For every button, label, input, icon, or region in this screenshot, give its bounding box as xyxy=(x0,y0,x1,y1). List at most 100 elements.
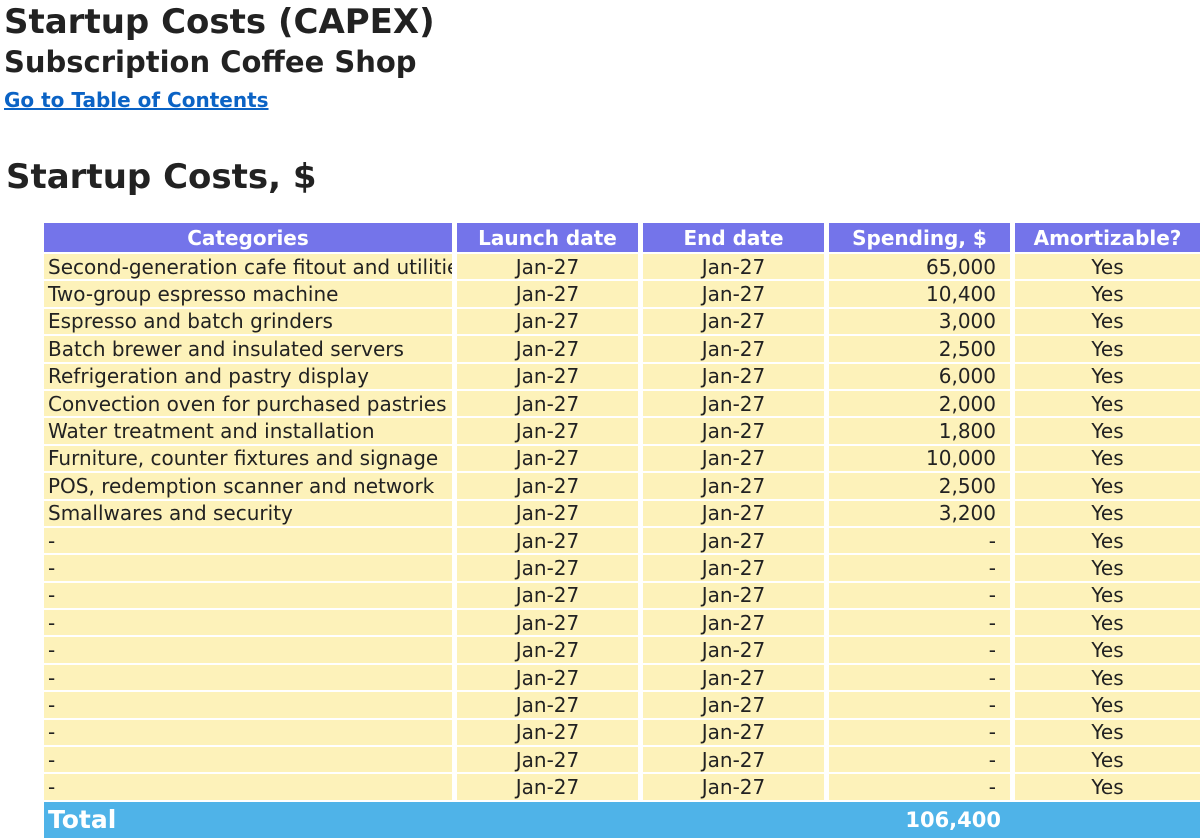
spending-cell[interactable]: - xyxy=(829,637,1015,665)
spending-cell[interactable]: 2,500 xyxy=(829,473,1015,501)
launch-date-cell[interactable]: Jan-27 xyxy=(457,418,643,446)
category-cell[interactable]: - xyxy=(44,637,457,665)
category-cell[interactable]: POS, redemption scanner and network xyxy=(44,473,457,501)
spending-cell[interactable]: - xyxy=(829,610,1015,638)
end-date-cell[interactable]: Jan-27 xyxy=(643,747,829,775)
amortizable-cell[interactable]: Yes xyxy=(1015,719,1200,748)
column-header-amortizable[interactable]: Amortizable? xyxy=(1015,223,1200,254)
amortizable-cell[interactable]: Yes xyxy=(1015,473,1200,501)
spending-cell[interactable]: 1,800 xyxy=(829,418,1015,446)
category-cell[interactable]: - xyxy=(44,747,457,775)
table-of-contents-link[interactable]: Go to Table of Contents xyxy=(4,88,269,112)
category-cell[interactable]: - xyxy=(44,664,457,693)
amortizable-cell[interactable]: Yes xyxy=(1015,363,1200,391)
column-header-end-date[interactable]: End date xyxy=(643,223,829,254)
end-date-cell[interactable]: Jan-27 xyxy=(643,281,829,309)
column-header-spending[interactable]: Spending, $ xyxy=(829,223,1015,254)
spending-cell[interactable]: 65,000 xyxy=(829,254,1015,282)
amortizable-cell[interactable]: Yes xyxy=(1015,281,1200,309)
launch-date-cell[interactable]: Jan-27 xyxy=(457,747,643,775)
end-date-cell[interactable]: Jan-27 xyxy=(643,637,829,665)
amortizable-cell[interactable]: Yes xyxy=(1015,308,1200,337)
amortizable-cell[interactable]: Yes xyxy=(1015,500,1200,528)
category-cell[interactable]: Water treatment and installation xyxy=(44,418,457,446)
end-date-cell[interactable]: Jan-27 xyxy=(643,336,829,364)
category-cell[interactable]: Furniture, counter fixtures and signage xyxy=(44,445,457,474)
end-date-cell[interactable]: Jan-27 xyxy=(643,527,829,556)
end-date-cell[interactable]: Jan-27 xyxy=(643,418,829,446)
category-cell[interactable]: Two-group espresso machine xyxy=(44,281,457,309)
spending-cell[interactable]: - xyxy=(829,774,1015,802)
amortizable-cell[interactable]: Yes xyxy=(1015,774,1200,802)
launch-date-cell[interactable]: Jan-27 xyxy=(457,555,643,583)
spending-cell[interactable]: 3,000 xyxy=(829,308,1015,337)
category-cell[interactable]: Batch brewer and insulated servers xyxy=(44,336,457,364)
amortizable-cell[interactable]: Yes xyxy=(1015,527,1200,556)
launch-date-cell[interactable]: Jan-27 xyxy=(457,473,643,501)
spending-cell[interactable]: 10,000 xyxy=(829,445,1015,474)
launch-date-cell[interactable]: Jan-27 xyxy=(457,281,643,309)
amortizable-cell[interactable]: Yes xyxy=(1015,582,1200,611)
end-date-cell[interactable]: Jan-27 xyxy=(643,692,829,720)
spending-cell[interactable]: 10,400 xyxy=(829,281,1015,309)
amortizable-cell[interactable]: Yes xyxy=(1015,390,1200,419)
launch-date-cell[interactable]: Jan-27 xyxy=(457,582,643,611)
amortizable-cell[interactable]: Yes xyxy=(1015,637,1200,665)
end-date-cell[interactable]: Jan-27 xyxy=(643,473,829,501)
launch-date-cell[interactable]: Jan-27 xyxy=(457,527,643,556)
launch-date-cell[interactable]: Jan-27 xyxy=(457,664,643,693)
amortizable-cell[interactable]: Yes xyxy=(1015,610,1200,638)
column-header-launch-date[interactable]: Launch date xyxy=(457,223,643,254)
spending-cell[interactable]: - xyxy=(829,747,1015,775)
launch-date-cell[interactable]: Jan-27 xyxy=(457,500,643,528)
end-date-cell[interactable]: Jan-27 xyxy=(643,774,829,802)
category-cell[interactable]: Second-generation cafe fitout and utilit… xyxy=(44,254,457,282)
launch-date-cell[interactable]: Jan-27 xyxy=(457,719,643,748)
end-date-cell[interactable]: Jan-27 xyxy=(643,582,829,611)
launch-date-cell[interactable]: Jan-27 xyxy=(457,363,643,391)
spending-cell[interactable]: - xyxy=(829,719,1015,748)
launch-date-cell[interactable]: Jan-27 xyxy=(457,610,643,638)
launch-date-cell[interactable]: Jan-27 xyxy=(457,336,643,364)
category-cell[interactable]: Smallwares and security xyxy=(44,500,457,528)
spending-cell[interactable]: - xyxy=(829,582,1015,611)
end-date-cell[interactable]: Jan-27 xyxy=(643,308,829,337)
spending-cell[interactable]: - xyxy=(829,555,1015,583)
amortizable-cell[interactable]: Yes xyxy=(1015,336,1200,364)
launch-date-cell[interactable]: Jan-27 xyxy=(457,254,643,282)
end-date-cell[interactable]: Jan-27 xyxy=(643,719,829,748)
column-header-categories[interactable]: Categories xyxy=(44,223,457,254)
amortizable-cell[interactable]: Yes xyxy=(1015,555,1200,583)
end-date-cell[interactable]: Jan-27 xyxy=(643,664,829,693)
end-date-cell[interactable]: Jan-27 xyxy=(643,390,829,419)
amortizable-cell[interactable]: Yes xyxy=(1015,445,1200,474)
launch-date-cell[interactable]: Jan-27 xyxy=(457,774,643,802)
category-cell[interactable]: Espresso and batch grinders xyxy=(44,308,457,337)
spending-cell[interactable]: 6,000 xyxy=(829,363,1015,391)
spending-cell[interactable]: - xyxy=(829,664,1015,693)
amortizable-cell[interactable]: Yes xyxy=(1015,747,1200,775)
spending-cell[interactable]: - xyxy=(829,692,1015,720)
end-date-cell[interactable]: Jan-27 xyxy=(643,500,829,528)
launch-date-cell[interactable]: Jan-27 xyxy=(457,637,643,665)
end-date-cell[interactable]: Jan-27 xyxy=(643,254,829,282)
launch-date-cell[interactable]: Jan-27 xyxy=(457,445,643,474)
end-date-cell[interactable]: Jan-27 xyxy=(643,363,829,391)
end-date-cell[interactable]: Jan-27 xyxy=(643,610,829,638)
category-cell[interactable]: - xyxy=(44,555,457,583)
end-date-cell[interactable]: Jan-27 xyxy=(643,445,829,474)
spending-cell[interactable]: 2,500 xyxy=(829,336,1015,364)
amortizable-cell[interactable]: Yes xyxy=(1015,254,1200,282)
category-cell[interactable]: - xyxy=(44,582,457,611)
category-cell[interactable]: - xyxy=(44,692,457,720)
category-cell[interactable]: - xyxy=(44,610,457,638)
spending-cell[interactable]: 2,000 xyxy=(829,390,1015,419)
launch-date-cell[interactable]: Jan-27 xyxy=(457,692,643,720)
spending-cell[interactable]: 3,200 xyxy=(829,500,1015,528)
spending-cell[interactable]: - xyxy=(829,527,1015,556)
amortizable-cell[interactable]: Yes xyxy=(1015,692,1200,720)
launch-date-cell[interactable]: Jan-27 xyxy=(457,308,643,337)
category-cell[interactable]: Refrigeration and pastry display xyxy=(44,363,457,391)
end-date-cell[interactable]: Jan-27 xyxy=(643,555,829,583)
amortizable-cell[interactable]: Yes xyxy=(1015,664,1200,693)
